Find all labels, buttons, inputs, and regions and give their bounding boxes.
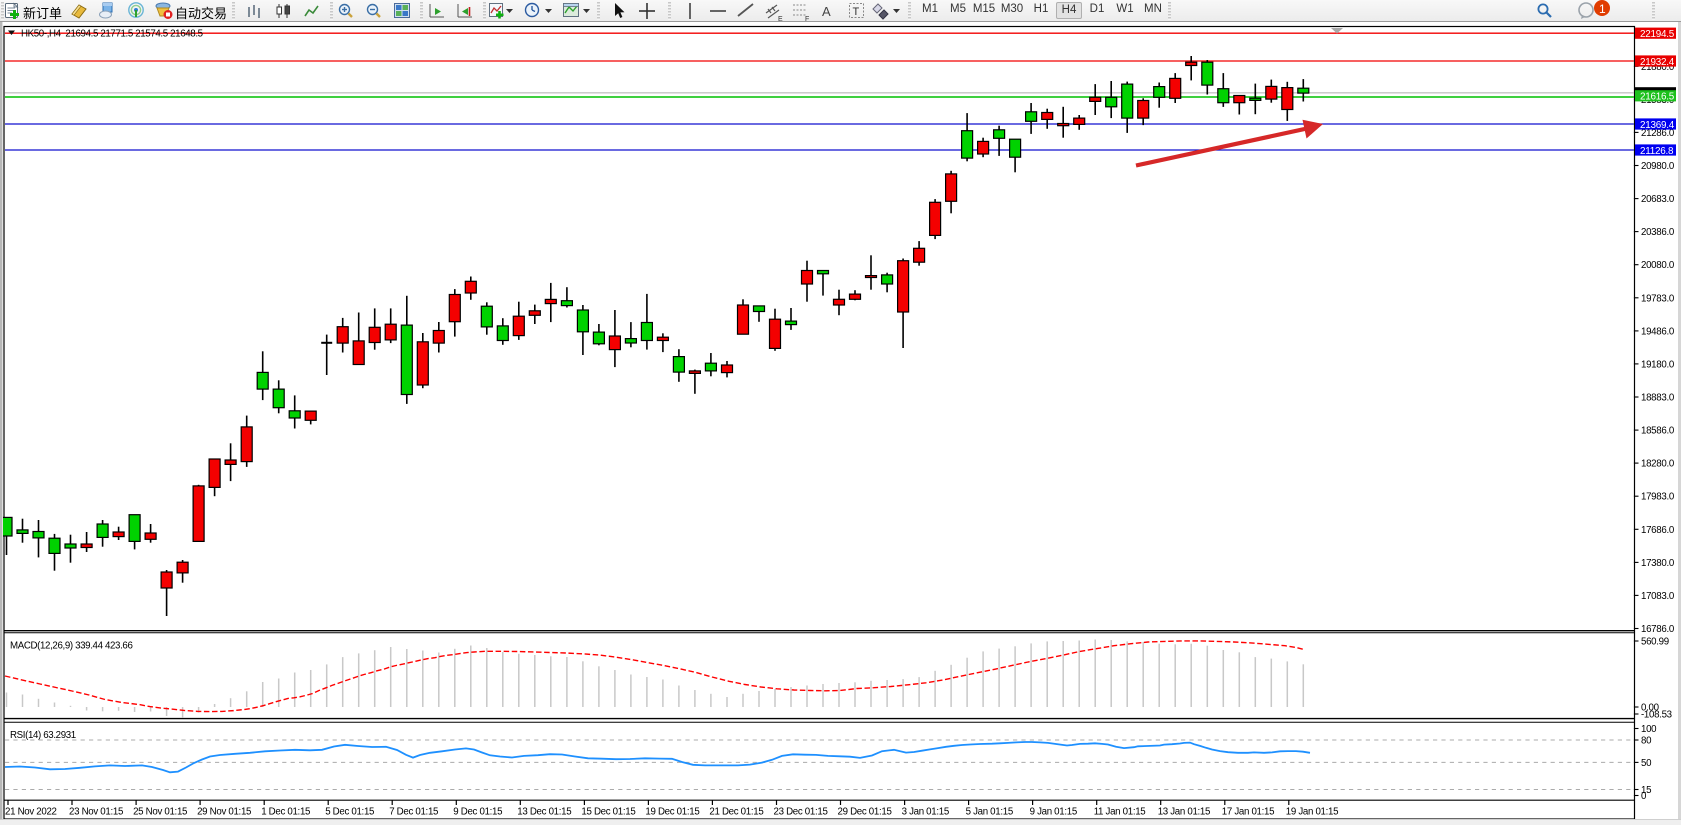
svg-text:21880.0: 21880.0 [1641,62,1675,73]
svg-text:21369.4: 21369.4 [1640,120,1675,131]
svg-text:23 Dec 01:15: 23 Dec 01:15 [774,807,828,818]
svg-text:HK50-,H4 21694.5 21771.5 2157: HK50-,H4 21694.5 21771.5 21574.5 21648.5 [21,29,203,40]
svg-text:T: T [853,6,860,18]
svg-text:5 Dec 01:15: 5 Dec 01:15 [325,807,374,818]
svg-text:E: E [778,16,783,22]
svg-text:21932.4: 21932.4 [1640,57,1675,68]
svg-text:MACD(12,26,9) 339.44 423.66: MACD(12,26,9) 339.44 423.66 [10,641,133,652]
svg-text:1: 1 [1599,2,1606,16]
svg-text:9 Dec 01:15: 9 Dec 01:15 [453,807,502,818]
svg-text:100: 100 [1641,724,1657,735]
svg-text:16786.0: 16786.0 [1641,624,1675,635]
svg-text:A: A [822,4,831,19]
svg-text:15 Dec 01:15: 15 Dec 01:15 [581,807,635,818]
svg-text:20683.0: 20683.0 [1641,194,1675,205]
svg-text:5 Jan 01:15: 5 Jan 01:15 [966,807,1013,818]
svg-text:7 Dec 01:15: 7 Dec 01:15 [389,807,438,818]
svg-text:29 Dec 01:15: 29 Dec 01:15 [838,807,892,818]
svg-text:1 Dec 01:15: 1 Dec 01:15 [261,807,310,818]
svg-text:19180.0: 19180.0 [1641,359,1675,370]
svg-text:21126.8: 21126.8 [1640,146,1674,157]
svg-text:18280.0: 18280.0 [1641,459,1675,470]
svg-text:19486.0: 19486.0 [1641,326,1675,337]
svg-text:19783.0: 19783.0 [1641,293,1675,304]
svg-text:21 Dec 01:15: 21 Dec 01:15 [709,807,763,818]
svg-text:17083.0: 17083.0 [1641,591,1675,602]
svg-text:20386.0: 20386.0 [1641,227,1675,238]
svg-text:3 Jan 01:15: 3 Jan 01:15 [902,807,949,818]
svg-text:20080.0: 20080.0 [1641,260,1675,271]
svg-text:17686.0: 17686.0 [1641,525,1675,536]
svg-text:80: 80 [1641,736,1652,747]
svg-text:19 Jan 01:15: 19 Jan 01:15 [1286,807,1338,818]
svg-text:21616.5: 21616.5 [1640,92,1675,103]
svg-text:50: 50 [1641,758,1652,769]
svg-text:19 Dec 01:15: 19 Dec 01:15 [645,807,699,818]
svg-text:0.00: 0.00 [1641,703,1660,714]
svg-text:18586.0: 18586.0 [1641,426,1675,437]
svg-text:13 Dec 01:15: 13 Dec 01:15 [517,807,571,818]
svg-text:9 Jan 01:15: 9 Jan 01:15 [1030,807,1077,818]
svg-text:15: 15 [1641,785,1651,796]
svg-text:23 Nov 01:15: 23 Nov 01:15 [69,807,123,818]
svg-text:F: F [805,16,809,22]
svg-text:25 Nov 01:15: 25 Nov 01:15 [133,807,187,818]
svg-text:11 Jan 01:15: 11 Jan 01:15 [1094,807,1146,818]
svg-text:29 Nov 01:15: 29 Nov 01:15 [197,807,251,818]
svg-text:22194.5: 22194.5 [1640,29,1675,40]
svg-text:17 Jan 01:15: 17 Jan 01:15 [1222,807,1274,818]
svg-text:17983.0: 17983.0 [1641,492,1675,503]
svg-text:-108.53: -108.53 [1641,710,1672,721]
svg-text:21286.0: 21286.0 [1641,128,1675,139]
svg-text:21 Nov 2022: 21 Nov 2022 [5,807,57,818]
svg-text:0: 0 [1641,791,1647,802]
svg-text:18883.0: 18883.0 [1641,393,1675,404]
svg-text:13 Jan 01:15: 13 Jan 01:15 [1158,807,1210,818]
svg-text:20980.0: 20980.0 [1641,161,1675,172]
svg-text:17380.0: 17380.0 [1641,558,1675,569]
svg-text:560.99: 560.99 [1641,637,1669,648]
svg-text:RSI(14) 63.2931: RSI(14) 63.2931 [10,730,76,741]
